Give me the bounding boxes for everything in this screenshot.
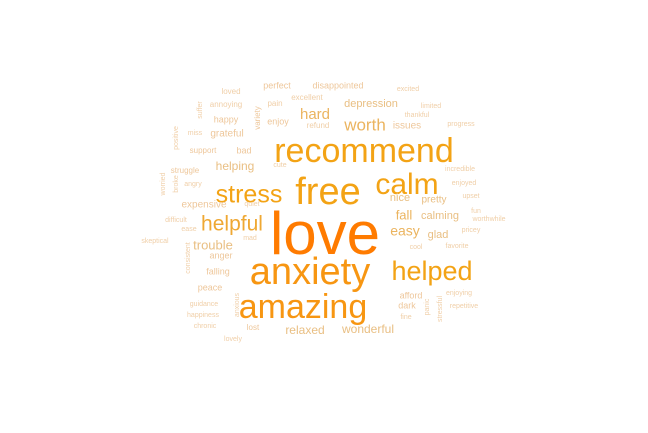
word-relaxed: relaxed — [285, 323, 324, 337]
word-bad: bad — [236, 145, 251, 155]
word-depression: depression — [344, 98, 398, 110]
word-excited: excited — [397, 86, 419, 93]
word-peace: peace — [198, 282, 223, 292]
word-happy: happy — [214, 114, 239, 124]
word-helpful: helpful — [201, 213, 263, 236]
word-limited: limited — [421, 103, 441, 110]
word-fine: fine — [400, 314, 411, 321]
word-wonderful: wonderful — [341, 322, 394, 336]
word-difficult: difficult — [165, 217, 187, 224]
word-pain: pain — [267, 99, 282, 108]
word-mad: mad — [243, 235, 257, 242]
word-cute: cute — [273, 162, 286, 169]
word-struggle: struggle — [171, 166, 200, 175]
word-upset: upset — [462, 193, 479, 200]
word-love: love — [270, 200, 380, 267]
word-recommend: recommend — [274, 132, 454, 170]
word-favorite: favorite — [446, 243, 469, 250]
word-repetitive: repetitive — [450, 303, 479, 310]
word-grateful: grateful — [210, 129, 243, 140]
word-falling: falling — [206, 266, 230, 276]
word-anger: anger — [209, 250, 232, 260]
word-miss: miss — [188, 130, 203, 137]
word-worth: worth — [343, 115, 386, 134]
word-thankful: thankful — [405, 112, 430, 119]
word-incredible: incredible — [445, 166, 475, 173]
word-annoying: annoying — [210, 100, 242, 109]
word-refund: refund — [307, 121, 330, 130]
word-consistent: consistent — [185, 242, 192, 274]
word-issues: issues — [393, 121, 421, 132]
word-guidance: guidance — [190, 301, 219, 308]
word-nice: nice — [390, 192, 410, 204]
word-panic: panic — [424, 298, 431, 315]
word-progress: progress — [447, 121, 475, 128]
word-lost: lost — [247, 323, 260, 332]
word-fun: fun — [471, 208, 481, 215]
word-ease: ease — [181, 226, 196, 233]
word-broke: broke — [173, 175, 180, 193]
word-chronic: chronic — [194, 323, 217, 330]
word-anxious: anxious — [234, 292, 241, 317]
word-hard: hard — [300, 106, 330, 123]
word-quiet: quiet — [244, 201, 259, 208]
word-perfect: perfect — [263, 80, 291, 90]
word-easy: easy — [390, 223, 420, 239]
word-expensive: expensive — [181, 200, 226, 211]
word-enjoyed: enjoyed — [452, 180, 477, 187]
word-skeptical: skeptical — [141, 238, 169, 245]
word-loved: loved — [221, 87, 240, 96]
word-stress: stress — [216, 181, 283, 209]
word-calm: calm — [375, 168, 438, 201]
word-angry: angry — [184, 181, 202, 188]
word-suffer: suffer — [197, 101, 204, 119]
word-free: free — [295, 171, 360, 213]
word-enjoy: enjoy — [267, 116, 289, 126]
word-calming: calming — [421, 210, 459, 222]
word-afford: afford — [400, 290, 423, 300]
word-stressful: stressful — [437, 296, 444, 323]
word-variety: variety — [253, 106, 262, 130]
word-glad: glad — [428, 229, 449, 241]
word-helped: helped — [391, 256, 472, 286]
word-enjoying: enjoying — [446, 290, 472, 297]
word-worried: worried — [160, 172, 167, 196]
word-trouble: trouble — [193, 237, 233, 252]
word-amazing: amazing — [239, 288, 368, 326]
word-pretty: pretty — [421, 195, 446, 206]
word-worthwhile: worthwhile — [471, 216, 505, 223]
word-happiness: happiness — [187, 312, 219, 319]
word-helping: helping — [216, 159, 255, 173]
word-lovely: lovely — [224, 336, 242, 343]
word-fall: fall — [396, 207, 413, 222]
word-pricey: pricey — [462, 227, 481, 234]
word-excellent: excellent — [291, 93, 323, 102]
word-disappointed: disappointed — [312, 80, 363, 90]
word-positive: positive — [173, 126, 180, 150]
word-cool: cool — [410, 244, 423, 251]
word-dark: dark — [398, 300, 416, 310]
word-support: support — [190, 146, 217, 155]
word-anxiety: anxiety — [250, 251, 370, 293]
